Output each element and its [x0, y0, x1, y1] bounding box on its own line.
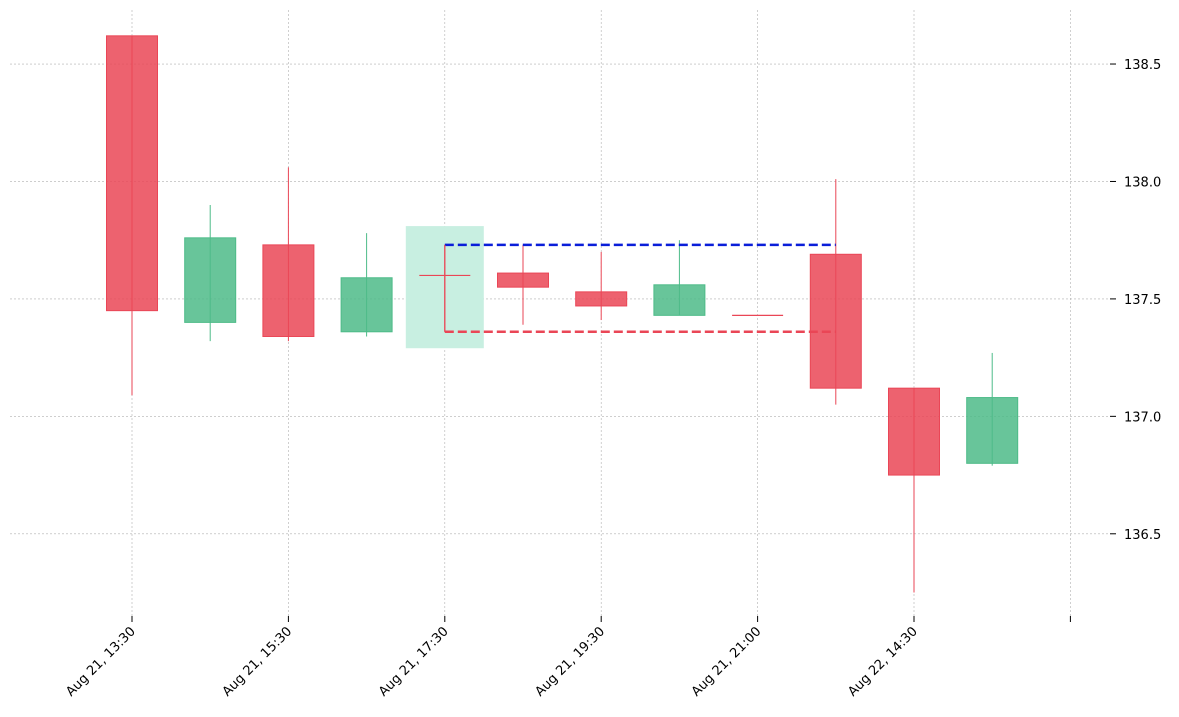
y-tick-label: 138.5: [1124, 58, 1161, 73]
grid-layer: [10, 10, 1110, 616]
x-tick-label: Aug 21, 21:00: [689, 624, 765, 700]
y-tick-label: 137.5: [1124, 293, 1161, 308]
candle: [184, 204, 237, 342]
x-tick-label: Aug 21, 15:30: [220, 624, 296, 700]
candle-body: [184, 237, 237, 323]
candle: [106, 35, 158, 396]
level-line-layer: [444, 243, 836, 334]
axis-layer: 136.5 137.0 137.5 138.0 138.5 Aug 21, 13:30 Au…: [63, 58, 1161, 700]
candle: [262, 167, 315, 342]
x-tick-label: Aug 21, 13:30: [63, 624, 139, 700]
y-tick-label: 136.5: [1124, 528, 1161, 543]
candle-body: [497, 272, 549, 288]
candle: [575, 251, 628, 321]
candle-body: [653, 284, 706, 316]
candle-body: [888, 387, 940, 476]
candle: [888, 387, 940, 593]
x-tick-label: Aug 22, 14:30: [845, 624, 921, 700]
candle-body: [106, 35, 158, 312]
x-tick-label: Aug 21, 19:30: [533, 624, 609, 700]
candle-body: [809, 253, 862, 389]
candle-body: [575, 291, 628, 307]
candle: [653, 240, 706, 316]
candle: [340, 233, 393, 337]
candle-body: [966, 397, 1019, 464]
candle: [809, 179, 862, 405]
y-tick-label: 137.0: [1124, 410, 1161, 425]
candle-body: [340, 277, 393, 333]
x-tick-label: Aug 21, 17:30: [376, 624, 452, 700]
y-tick-label: 138.0: [1124, 175, 1161, 190]
candle-layer: [106, 35, 1019, 593]
candle-body: [262, 244, 315, 337]
candle: [966, 352, 1019, 466]
candle: [497, 244, 549, 325]
